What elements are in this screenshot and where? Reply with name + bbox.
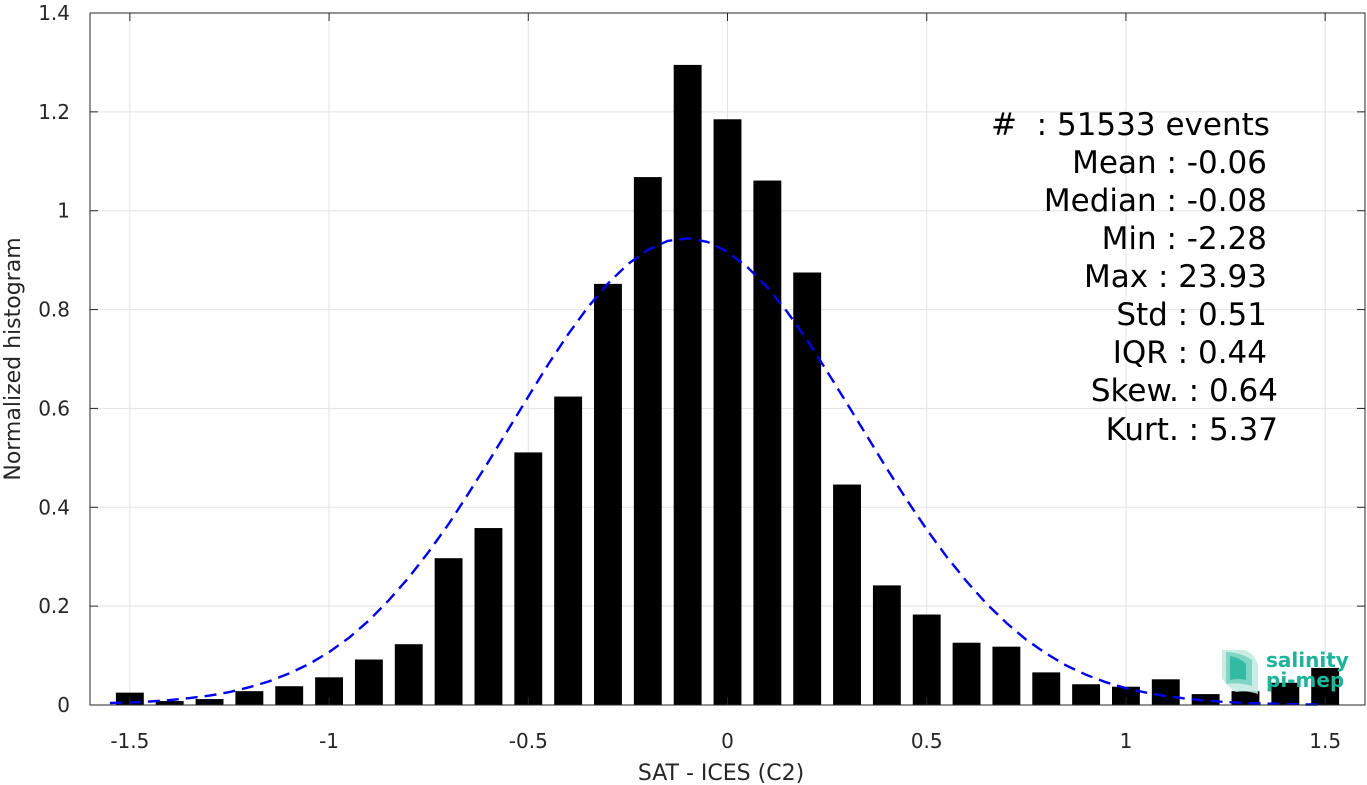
- salinity-pimep-logo: salinity pi-mep: [1222, 648, 1349, 694]
- y-tick-label: 0.2: [38, 594, 70, 618]
- x-tick-label: -0.5: [509, 729, 548, 753]
- histogram-bar: [354, 659, 383, 705]
- histogram-bar: [514, 452, 543, 705]
- stat-count: # : 51533 events: [991, 107, 1270, 143]
- stat-mean: Mean : -0.06: [1072, 145, 1267, 181]
- x-tick-label: 1: [1120, 729, 1133, 753]
- x-tick-label: -1: [319, 729, 339, 753]
- histogram-bar: [1151, 679, 1180, 705]
- histogram-bar: [394, 644, 423, 705]
- y-tick-label: 0.4: [38, 495, 70, 519]
- stat-median: Median : -0.08: [1044, 183, 1267, 219]
- y-tick-label: 1.4: [38, 1, 70, 25]
- histogram-bar: [155, 701, 184, 705]
- histogram-bar: [554, 396, 583, 705]
- histogram-bar: [833, 484, 861, 705]
- y-tick-label: 0: [57, 693, 70, 717]
- histogram-bar: [673, 64, 702, 705]
- histogram-bar: [474, 528, 503, 705]
- stat-iqr: IQR : 0.44: [1113, 335, 1267, 371]
- x-axis-label: SAT - ICES (C2): [638, 761, 804, 785]
- histogram-bars: [115, 64, 1340, 706]
- y-tick-label: 0.8: [38, 298, 70, 322]
- stat-max: Max : 23.93: [1084, 259, 1267, 295]
- stat-skew: Skew. : 0.64: [1091, 373, 1278, 409]
- statistics-box: # : 51533 events Mean : -0.06 Median : -…: [991, 107, 1278, 448]
- histogram-bar: [1111, 686, 1140, 705]
- x-tick-label: 0.5: [911, 729, 943, 753]
- x-tick-label: 0: [721, 729, 734, 753]
- x-tick-label: 1.5: [1309, 729, 1341, 753]
- histogram-bar: [713, 119, 742, 706]
- stat-kurt: Kurt. : 5.37: [1106, 412, 1278, 448]
- logo-text-pimep: pi-mep: [1266, 668, 1344, 692]
- stat-std: Std : 0.51: [1116, 297, 1267, 333]
- histogram-bar: [1271, 682, 1300, 705]
- histogram-bar: [793, 272, 822, 705]
- histogram-bar: [992, 646, 1021, 705]
- x-tick-label: -1.5: [110, 729, 149, 753]
- histogram-bar: [195, 699, 224, 705]
- histogram-bar: [434, 558, 463, 705]
- histogram-bar: [1191, 694, 1220, 705]
- histogram-bar: [275, 686, 304, 705]
- y-tick-label: 0.6: [38, 396, 70, 420]
- histogram-bar: [633, 177, 662, 706]
- histogram-bar: [872, 585, 901, 705]
- x-axis-ticks: -1.5 -1 -0.5 0 0.5 1 1.5: [110, 13, 1341, 753]
- y-tick-label: 1.2: [38, 100, 70, 124]
- y-axis-ticks: 0 0.2 0.4 0.6 0.8 1 1.2 1.4: [38, 1, 1365, 717]
- histogram-bar: [594, 283, 622, 705]
- histogram-bar: [235, 691, 264, 705]
- y-axis-label: Normalized histogram: [1, 237, 26, 480]
- histogram-bar: [753, 180, 782, 705]
- histogram-bar: [1072, 684, 1101, 705]
- y-tick-label: 1: [57, 199, 70, 223]
- wave-logo-icon: [1222, 650, 1258, 694]
- histogram-bar: [1032, 672, 1061, 705]
- logo-text-salinity: salinity: [1266, 648, 1349, 672]
- normal-fit-curve: [109, 237, 1326, 706]
- histogram-bar: [912, 614, 941, 705]
- stat-min: Min : -2.28: [1102, 221, 1267, 257]
- histogram-bar: [952, 642, 981, 705]
